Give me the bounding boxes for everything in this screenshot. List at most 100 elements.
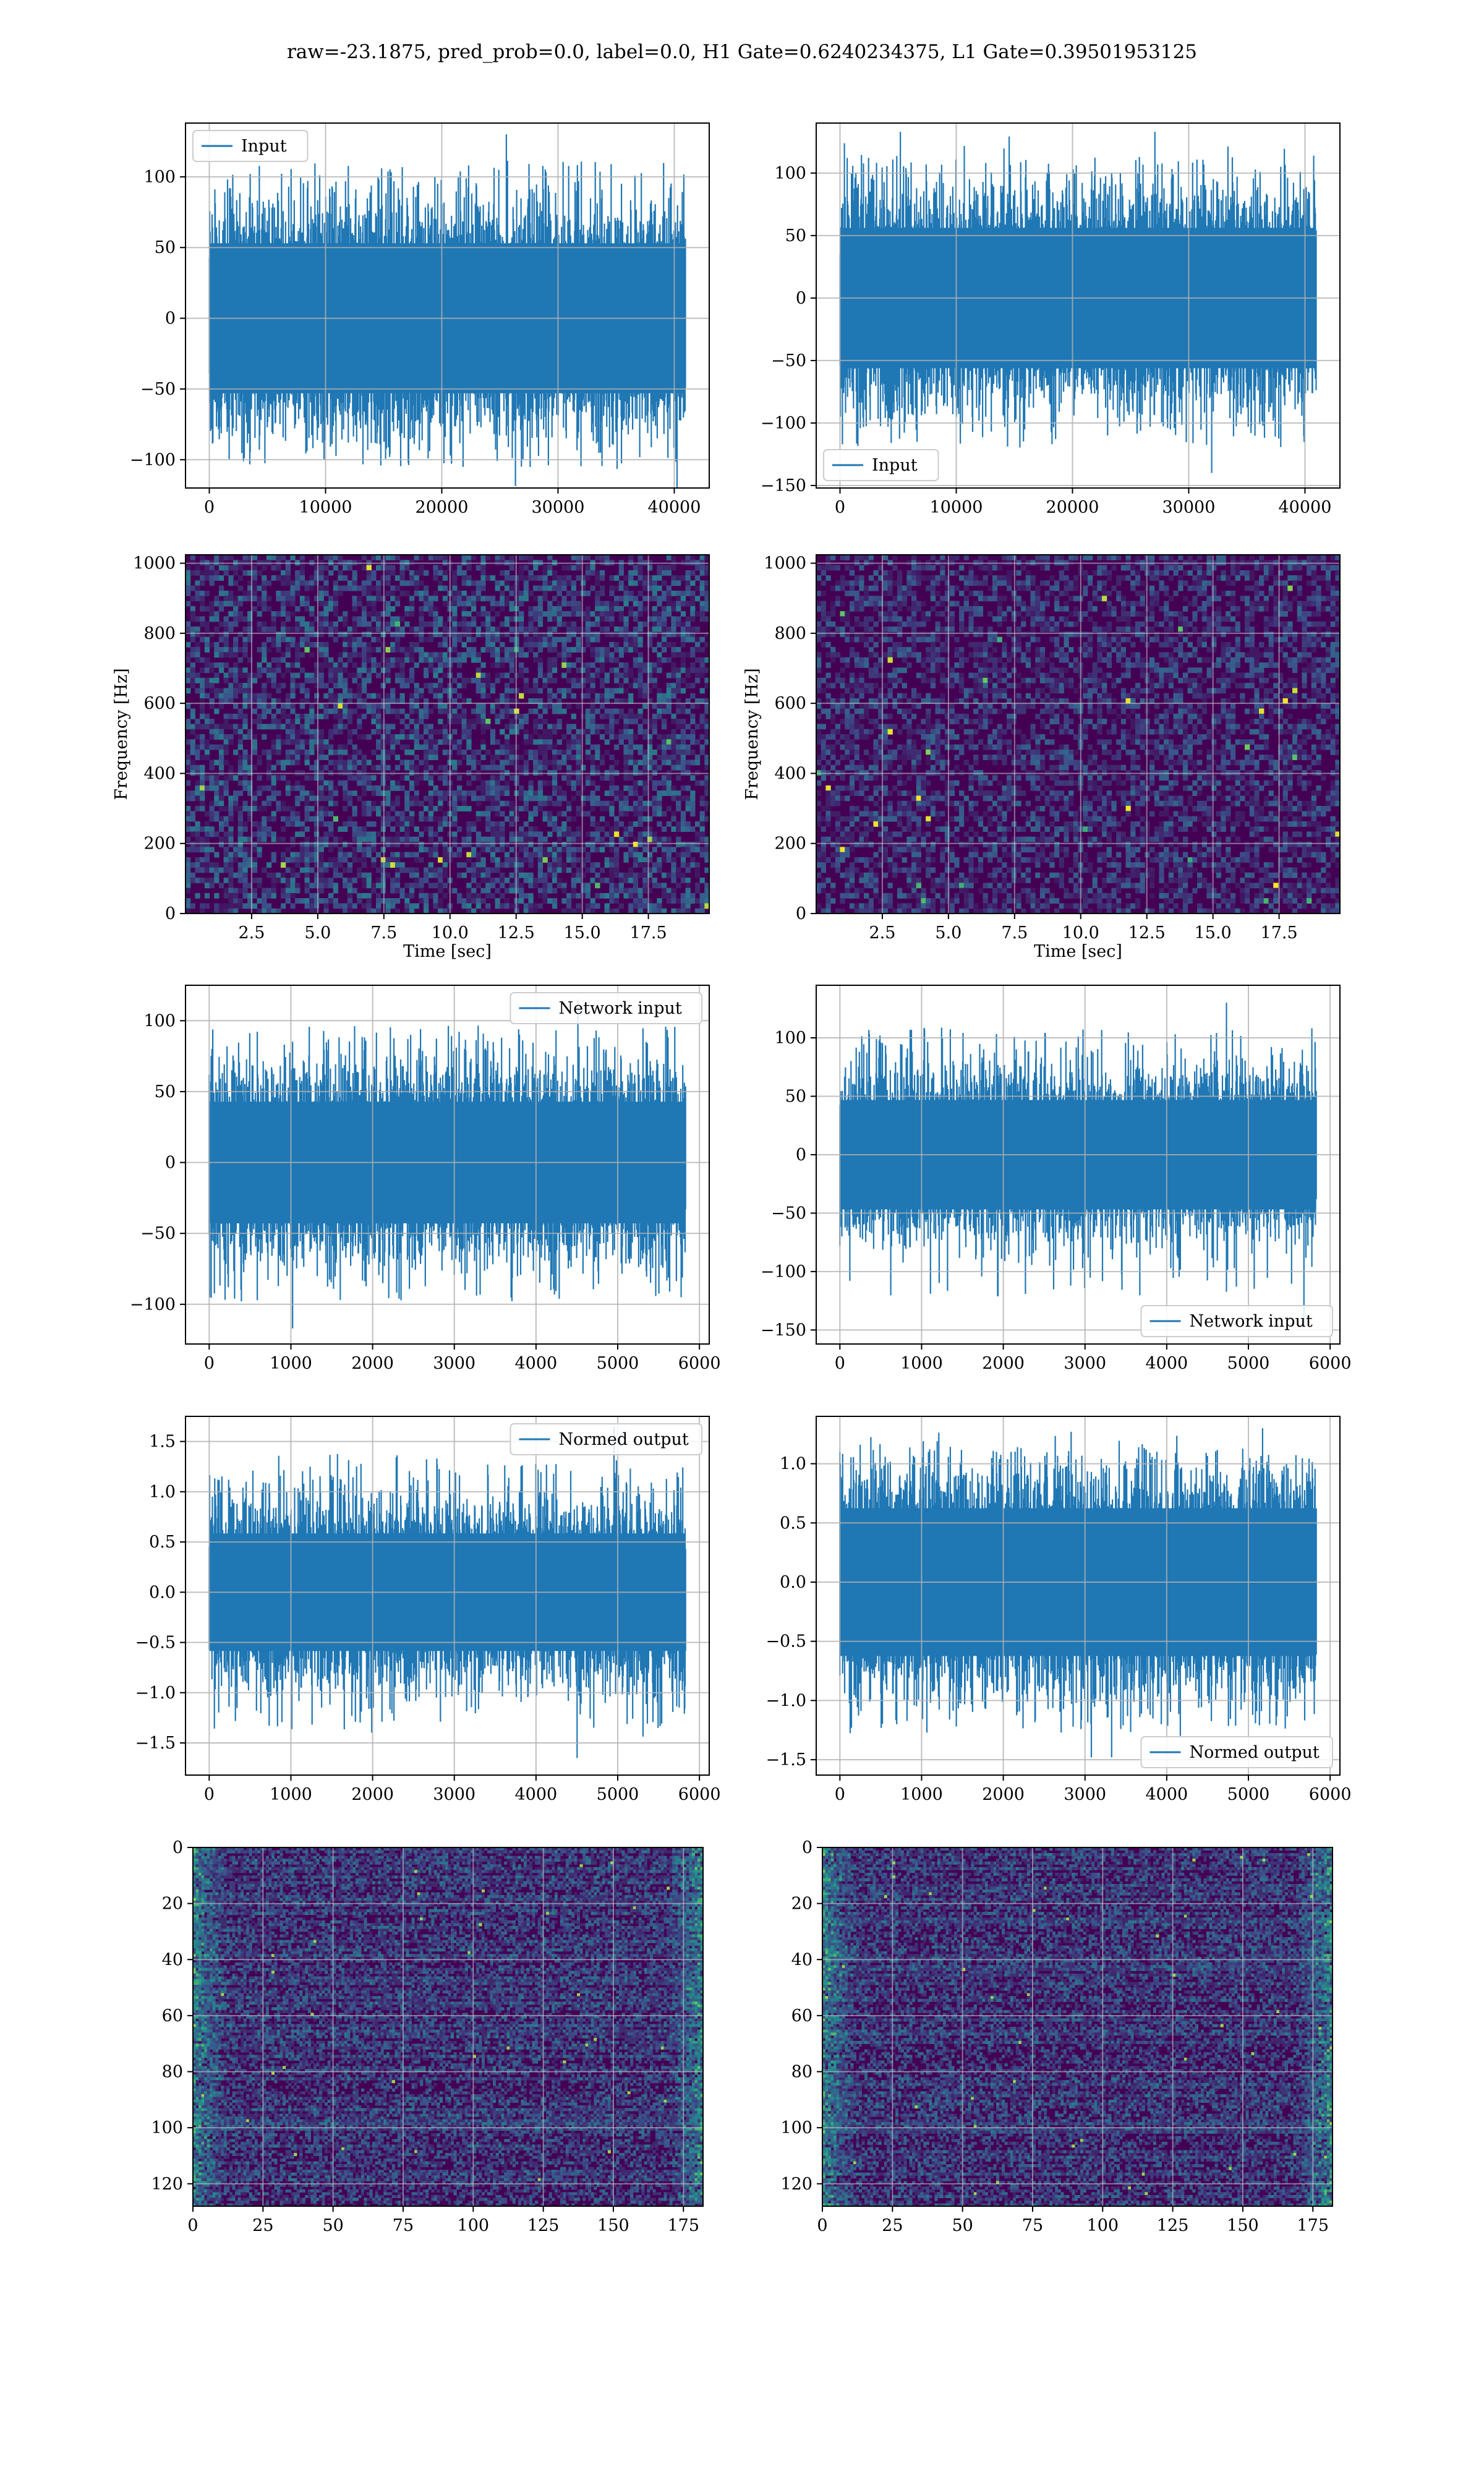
y-tick-label: −100 <box>761 414 806 433</box>
y-tick-label: 800 <box>774 624 806 643</box>
x-tick-label: 0 <box>204 1354 215 1373</box>
x-tick-label: 12.5 <box>498 923 535 943</box>
x-tick-label: 2.5 <box>238 923 265 943</box>
x-tick-label: 4000 <box>1146 1354 1188 1373</box>
heatmap-cells-r5c1 <box>193 1847 703 2206</box>
y-tick-label: 50 <box>785 1087 806 1106</box>
chart-r2c2: 2.5 5.0 7.5 10.0 12.5 15.0 17.5 0 200 400 600 800 10… <box>743 554 1341 961</box>
x-tick-label: 175 <box>667 2216 699 2235</box>
x-tick-label: 1000 <box>900 1785 943 1804</box>
x-tick-label: 6000 <box>678 1354 721 1373</box>
x-tick-label: 25 <box>252 2216 273 2235</box>
y-tick-label: 100 <box>774 1029 806 1048</box>
x-tick-label: 40000 <box>648 498 701 517</box>
x-tick-label: 6000 <box>678 1785 721 1804</box>
x-tick-label: 4000 <box>515 1785 558 1804</box>
y-tick-label: 20 <box>791 1894 812 1914</box>
x-tick-label: 5.0 <box>304 923 331 943</box>
x-tick-label: 3000 <box>433 1354 475 1373</box>
x-axis-label: Time [sec] <box>1034 942 1122 961</box>
x-tick-label: 2000 <box>351 1354 394 1373</box>
x-tick-label: 3000 <box>433 1785 475 1804</box>
axes-frame <box>816 554 1341 914</box>
legend-box <box>1140 1736 1333 1768</box>
y-tick-label: 50 <box>155 1082 176 1102</box>
heatmap-cells-r2c2 <box>816 555 1340 914</box>
x-tick-label: 30000 <box>1162 498 1216 517</box>
legend-label: Network input <box>559 999 682 1018</box>
chart-r5c1: 0 25 50 75 100 125 150 175 0 20 40 60 80 100 120 <box>151 1838 704 2235</box>
plot-area-r3c1 <box>208 999 686 1329</box>
x-tick-label: 15.0 <box>564 923 601 943</box>
x-tick-label: 1000 <box>900 1354 943 1373</box>
y-tick-label: 800 <box>143 624 176 643</box>
x-tick-label: 25 <box>882 2216 903 2235</box>
y-axis-label: Frequency [Hz] <box>112 668 131 800</box>
y-tick-label: 120 <box>780 2175 812 2194</box>
plot-area-r5c1 <box>193 1847 703 2206</box>
x-tick-label: 2.5 <box>869 923 895 943</box>
y-tick-label: 600 <box>143 694 176 713</box>
y-tick-label: 20 <box>162 1894 183 1914</box>
x-tick-label: 20000 <box>416 498 469 517</box>
chart-r1c1: 0 10000 20000 30000 40000 −100 −50 0 50 100 Input <box>130 122 710 517</box>
y-tick-label: 50 <box>785 226 806 246</box>
x-tick-label: 2000 <box>982 1354 1025 1373</box>
x-tick-label: 5000 <box>597 1785 639 1804</box>
axes-frame <box>816 985 1341 1345</box>
y-tick-label: 100 <box>774 164 806 183</box>
y-tick-label: 60 <box>791 2006 812 2026</box>
axes-frame <box>816 1416 1341 1776</box>
y-tick-label: 0 <box>802 1838 812 1857</box>
x-tick-label: 100 <box>458 2216 490 2235</box>
x-tick-label: 5.0 <box>935 923 962 943</box>
y-tick-label: −1.5 <box>135 1734 176 1753</box>
y-tick-label: 400 <box>774 764 806 783</box>
legend-box <box>510 1423 702 1455</box>
x-tick-label: 12.5 <box>1128 923 1166 943</box>
x-tick-label: 0 <box>835 1354 845 1373</box>
x-tick-label: 50 <box>952 2216 973 2235</box>
y-tick-label: 400 <box>143 764 176 783</box>
legend-label: Normed output <box>559 1430 689 1449</box>
legend-label: Input <box>872 456 918 475</box>
chart-r5c2: 0 25 50 75 100 125 150 175 0 20 40 60 80 100 120 <box>780 1838 1333 2235</box>
chart-r4c2: 0 1000 2000 3000 4000 5000 6000 −1.5 −1.0 −0.5 0.0… <box>765 1416 1352 1804</box>
x-tick-label: 2000 <box>351 1785 394 1804</box>
figure-suptitle: raw=-23.1875, pred_prob=0.0, label=0.0, … <box>0 41 1484 63</box>
y-tick-label: −50 <box>140 380 176 399</box>
x-tick-label: 150 <box>597 2216 629 2235</box>
y-tick-label: −1.0 <box>765 1691 806 1710</box>
y-tick-label: 0 <box>796 289 806 308</box>
y-tick-label: 100 <box>143 168 176 187</box>
y-tick-label: 120 <box>151 2175 183 2194</box>
y-tick-label: 200 <box>774 834 806 854</box>
y-tick-label: 40 <box>791 1950 812 1969</box>
x-tick-label: 0 <box>204 1785 215 1804</box>
y-tick-label: 40 <box>162 1950 183 1969</box>
plot-area-r2c1 <box>186 555 709 914</box>
y-tick-label: −0.5 <box>765 1632 806 1651</box>
legend-label: Network input <box>1190 1312 1313 1331</box>
y-tick-label: −50 <box>140 1224 176 1243</box>
y-tick-label: 80 <box>791 2063 812 2082</box>
y-tick-label: −150 <box>761 476 806 495</box>
x-tick-label: 30000 <box>532 498 585 517</box>
y-tick-label: 0 <box>165 309 176 328</box>
x-tick-label: 0 <box>835 498 845 517</box>
x-tick-label: 1000 <box>270 1354 312 1373</box>
x-tick-label: 4000 <box>1146 1785 1188 1804</box>
y-tick-label: 80 <box>162 2063 183 2082</box>
x-tick-label: 125 <box>527 2216 560 2235</box>
x-tick-label: 0 <box>835 1785 845 1804</box>
x-tick-label: 20000 <box>1046 498 1099 517</box>
y-tick-label: 100 <box>780 2118 812 2138</box>
axes-frame <box>185 122 710 489</box>
y-tick-label: −50 <box>771 1204 806 1223</box>
plot-area-r4c2 <box>839 1428 1317 1758</box>
plot-area-r5c2 <box>822 1847 1333 2206</box>
y-tick-label: −100 <box>130 1295 176 1314</box>
y-tick-label: 60 <box>162 2006 183 2026</box>
chart-r3c1: 0 1000 2000 3000 4000 5000 6000 −100 −50 0 50 100 Ne… <box>130 985 721 1373</box>
y-tick-label: 0 <box>796 904 806 923</box>
